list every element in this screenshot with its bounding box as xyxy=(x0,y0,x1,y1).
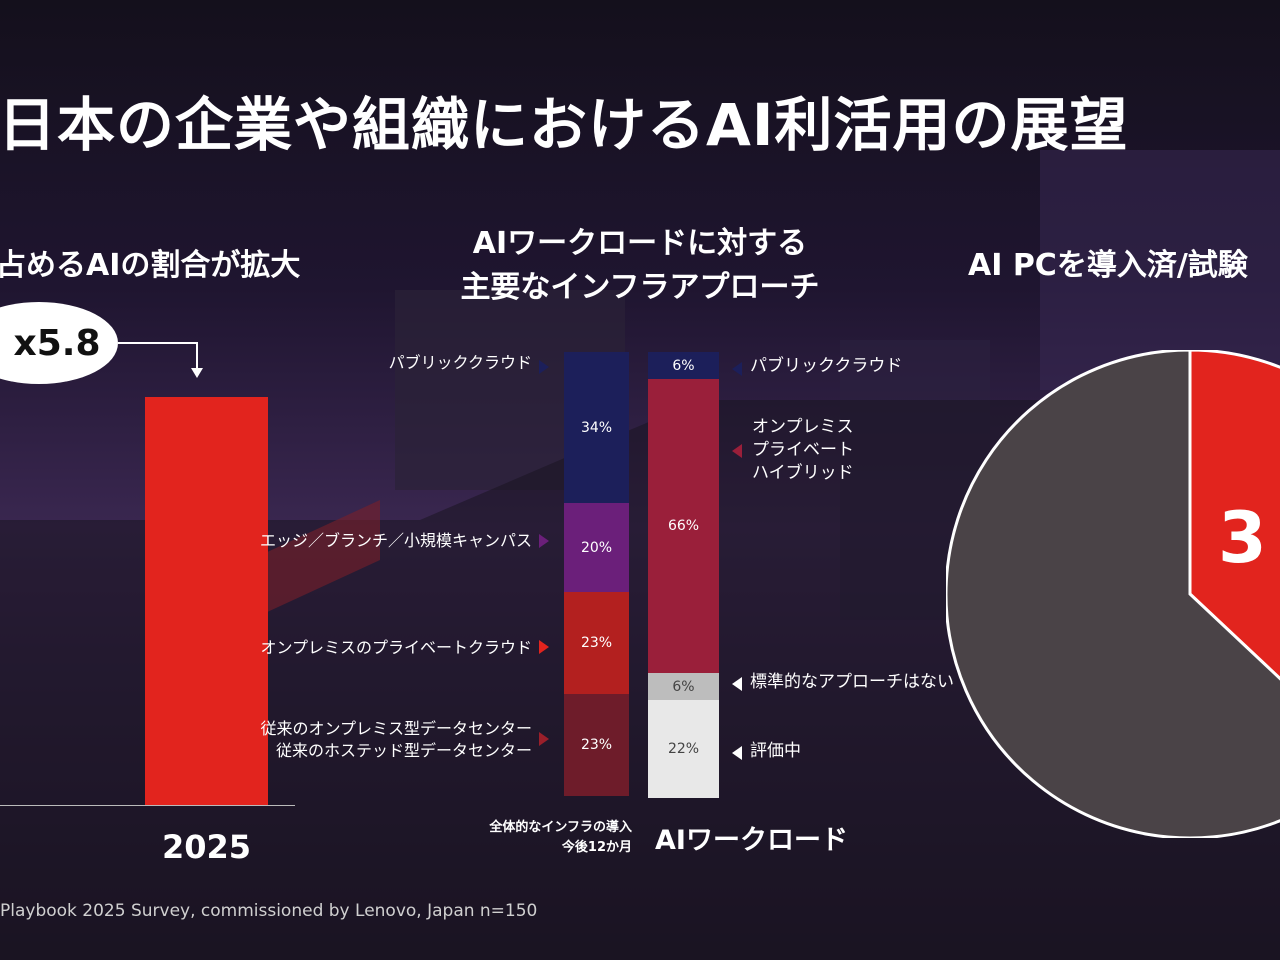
pie-chart xyxy=(944,348,1280,842)
x-tick-ai-workload: AIワークロード xyxy=(655,825,848,856)
legend-evaluating: 評価中 xyxy=(750,741,801,761)
legend-line1: 従来のオンプレミス型データセンター xyxy=(260,719,532,738)
pointer-right-icon xyxy=(539,640,549,654)
pie-svg xyxy=(944,348,1280,840)
legend-public-cloud-right: パブリッククラウド xyxy=(750,356,903,376)
legend-onprem-hybrid: オンプレミス プライベート ハイブリッド xyxy=(752,416,854,485)
bar-2025 xyxy=(145,397,268,805)
segment-label: 6% xyxy=(672,678,695,695)
legend-public-cloud-left: パブリッククラウド xyxy=(388,353,532,372)
pointer-right-icon xyxy=(539,360,549,374)
growth-multiplier-badge: x5.8 xyxy=(0,302,118,384)
arrow-down-icon xyxy=(191,368,203,378)
segment-label: 23% xyxy=(580,737,613,753)
segment-no-standard: 6% xyxy=(648,673,719,700)
pointer-left-icon xyxy=(732,746,742,760)
segment-label: 66% xyxy=(667,518,700,534)
left-panel-heading: 占めるAIの割合が拡大 xyxy=(0,248,301,283)
segment-label: 22% xyxy=(667,741,700,757)
pie-slice-0 xyxy=(1188,348,1280,681)
x-axis-baseline xyxy=(0,805,295,806)
source-footnote: Playbook 2025 Survey, commissioned by Le… xyxy=(0,901,538,921)
pie-slice-1 xyxy=(944,348,1280,840)
pointer-right-icon xyxy=(539,534,549,548)
connector-line-vertical xyxy=(196,342,198,370)
legend-line1: オンプレミス xyxy=(752,417,854,437)
segment-evaluating: 22% xyxy=(648,700,719,798)
legend-no-standard: 標準的なアプローチはない xyxy=(750,672,954,692)
segment-label: 34% xyxy=(580,419,613,436)
slide-title: 日本の企業や組織におけるAI利活用の展望 xyxy=(0,91,1129,159)
connector-line xyxy=(118,342,198,344)
legend-edge: エッジ／ブランチ／小規模キャンパス xyxy=(259,531,532,550)
middle-panel-heading: AIワークロードに対する 主要なインフラアプローチ xyxy=(440,222,840,310)
legend-onprem-private-cloud: オンプレミスのプライベートクラウド xyxy=(260,638,532,657)
segment-label: 23% xyxy=(580,635,613,651)
multiplier-text: x5.8 xyxy=(13,322,101,364)
middle-heading-line1: AIワークロードに対する xyxy=(472,226,808,261)
x-tick-2025: 2025 xyxy=(162,828,252,866)
legend-line2: 従来のホステッド型データセンター xyxy=(275,741,532,760)
x-tick-line2: 今後12か月 xyxy=(561,840,632,855)
pie-value-label: 3 xyxy=(1218,497,1267,579)
segment-public-cloud: 6% xyxy=(648,352,719,379)
x-tick-overall: 全体的なインフラの導入 今後12か月 xyxy=(462,818,632,858)
segment-onprem-private-cloud: 23% xyxy=(564,592,629,694)
segment-edge: 20% xyxy=(564,503,629,592)
pointer-left-icon xyxy=(732,444,742,458)
x-tick-line1: 全体的なインフラの導入 xyxy=(489,820,632,835)
segment-onprem-hybrid: 66% xyxy=(648,379,719,673)
right-panel-heading: AI PCを導入済/試験 xyxy=(968,248,1248,283)
middle-heading-line2: 主要なインフラアプローチ xyxy=(460,270,820,305)
segment-traditional-dc: 23% xyxy=(564,694,629,796)
segment-public-cloud: 34% xyxy=(564,352,629,503)
legend-traditional-dc: 従来のオンプレミス型データセンター 従来のホステッド型データセンター xyxy=(260,718,532,762)
pointer-right-icon xyxy=(539,732,549,746)
pointer-left-icon xyxy=(732,677,742,691)
legend-line3: ハイブリッド xyxy=(752,463,854,483)
segment-label: 6% xyxy=(672,357,695,374)
pointer-left-icon xyxy=(732,362,742,376)
segment-label: 20% xyxy=(580,539,613,556)
legend-line2: プライベート xyxy=(752,440,854,460)
